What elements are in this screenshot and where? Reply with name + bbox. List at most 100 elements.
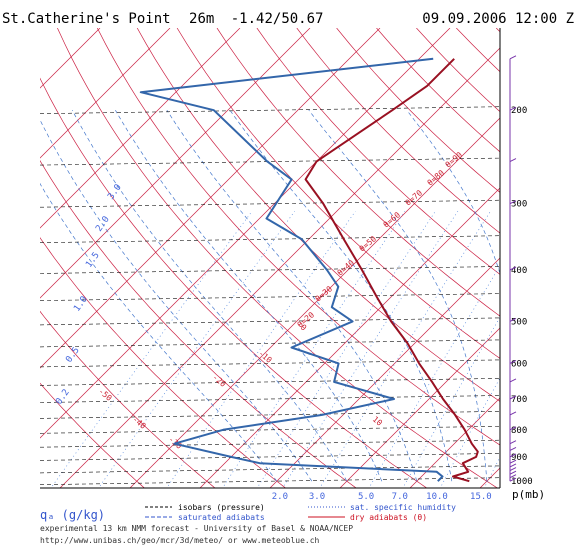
wind-barb — [509, 411, 517, 416]
x-tick-label: 5.0 — [358, 492, 374, 502]
mixing-ratio-label: 0.2 — [54, 388, 72, 407]
isobar-line — [40, 317, 500, 326]
dry-adiabat-line — [40, 382, 145, 488]
dry-adiabat-line — [495, 28, 500, 33]
mixing-ratio-line — [514, 211, 576, 492]
saturated-adiabat-line — [40, 182, 278, 482]
grid-lines — [0, 28, 576, 492]
mixing-ratio-label: 2.0 — [94, 215, 112, 234]
axis-ticks: 200 300 400 500 600 700 800 900 1000 2.0 3.0 5.0 7.0… — [272, 106, 533, 502]
isobar-line — [40, 235, 500, 243]
x-tick-label: 3.0 — [309, 492, 325, 502]
y-axis-label: p(mb) — [512, 488, 545, 501]
wind-barb — [509, 477, 517, 482]
mixing-ratio-label: 3.0 — [106, 183, 124, 202]
y-tick-label: 300 — [511, 200, 527, 210]
isobar-line — [40, 339, 500, 348]
mixing-ratio-line — [256, 211, 436, 488]
y-tick-label: 500 — [511, 317, 527, 327]
isotherm-line — [0, 28, 30, 488]
wind-barb — [509, 395, 517, 400]
wind-profile — [509, 55, 517, 482]
mixing-ratio-label: 1.5 — [84, 251, 102, 270]
wind-barb — [509, 474, 517, 479]
isotherm-label: 0 — [299, 323, 309, 333]
theta-label: θ=90 — [444, 150, 465, 169]
wind-barb — [509, 459, 517, 464]
dry-adiabat-line — [40, 237, 286, 488]
isotherm-label: -10 — [257, 349, 274, 365]
dewpoint-profile-line — [139, 57, 444, 482]
mixing-ratio-label: 0.5 — [64, 346, 82, 365]
legend: isobars (pressure) sat. specific humidit… — [145, 503, 456, 522]
wind-barb — [509, 55, 517, 60]
mixing-ratio-line — [483, 456, 500, 488]
dry-adiabat-line — [40, 310, 216, 488]
dry-adiabat-line — [40, 160, 357, 488]
isobar-line — [40, 477, 500, 485]
saturated-adiabat-line — [406, 109, 500, 275]
isobar-line — [40, 453, 500, 461]
mixing-ratio-line — [368, 265, 500, 488]
legend-dry-adiabats: dry adiabats (θ) — [350, 513, 427, 522]
temperature-profile-line — [304, 58, 479, 483]
x-axis-label: qₐ (g/kg) — [40, 508, 105, 522]
isotherm-label: 10 — [371, 415, 384, 428]
mixing-ratio-line — [402, 316, 500, 488]
isobar-line — [40, 106, 500, 114]
isotherm-line — [479, 467, 500, 488]
isotherm-line — [40, 28, 171, 159]
wind-barb — [509, 453, 517, 458]
isotherm-line — [409, 397, 500, 488]
wind-barb — [509, 467, 517, 472]
theta-label: θ=80 — [426, 168, 447, 187]
mixing-ratio-line — [319, 211, 491, 488]
dry-adiabat-line — [536, 28, 576, 488]
isotherm-line — [40, 28, 241, 229]
isotherm-line — [129, 117, 500, 488]
x-tick-label: 7.0 — [392, 492, 408, 502]
dry-adiabat-line — [256, 28, 500, 275]
saturated-adiabat-line — [115, 110, 383, 482]
isotherm-line — [339, 327, 500, 488]
chart-title: St.Catherine's Point 26m -1.42/50.67 — [2, 11, 323, 27]
wind-barb — [509, 106, 517, 111]
isotherm-label: -50 — [97, 387, 114, 403]
dry-adiabat-line — [96, 28, 500, 446]
station-elevation: 26m — [189, 11, 214, 27]
wind-barb — [509, 200, 517, 205]
isotherm-line — [269, 257, 500, 488]
saturated-adiabat-line — [166, 110, 418, 482]
dry-adiabat-line — [136, 28, 500, 402]
wind-barb — [509, 158, 517, 163]
legend-isobars: isobars (pressure) — [178, 503, 265, 512]
mixing-ratio-label: 1.0 — [72, 295, 90, 314]
mixing-ratio-line — [439, 377, 500, 488]
dry-adiabat-line — [456, 28, 500, 73]
saturated-adiabat-line — [40, 119, 313, 482]
isotherm-line — [40, 28, 311, 299]
station-coords: -1.42/50.67 — [231, 11, 324, 27]
y-tick-label: 900 — [511, 453, 527, 463]
dry-adiabat-line — [40, 77, 427, 488]
dry-adiabat-line — [376, 28, 500, 153]
legend-sat-adiabats: saturated adiabats — [178, 513, 265, 522]
wind-barb — [509, 440, 517, 445]
saturated-adiabat-line — [229, 109, 453, 482]
isotherm-line — [199, 187, 500, 488]
x-tick-label: 15.0 — [470, 492, 492, 502]
y-tick-label: 600 — [511, 359, 527, 369]
dry-adiabat-line — [296, 28, 500, 234]
wind-barb — [509, 446, 517, 451]
isotherm-line — [40, 28, 451, 439]
wind-barb — [509, 470, 517, 475]
wind-barb — [509, 378, 517, 383]
isobar-line — [40, 293, 500, 301]
saturated-adiabat-line — [71, 110, 348, 482]
wind-barb — [509, 317, 517, 322]
dry-adiabat-line — [216, 28, 500, 317]
x-tick-label: 10.0 — [426, 492, 448, 502]
grid-labels: 0.20.51.01.52.03.0-50-40-30-20-10010θ=20… — [54, 150, 464, 451]
wind-barb — [509, 463, 517, 468]
footer-url: http://www.unibas.ch/geo/mcr/3d/meteo/ o… — [40, 536, 320, 545]
